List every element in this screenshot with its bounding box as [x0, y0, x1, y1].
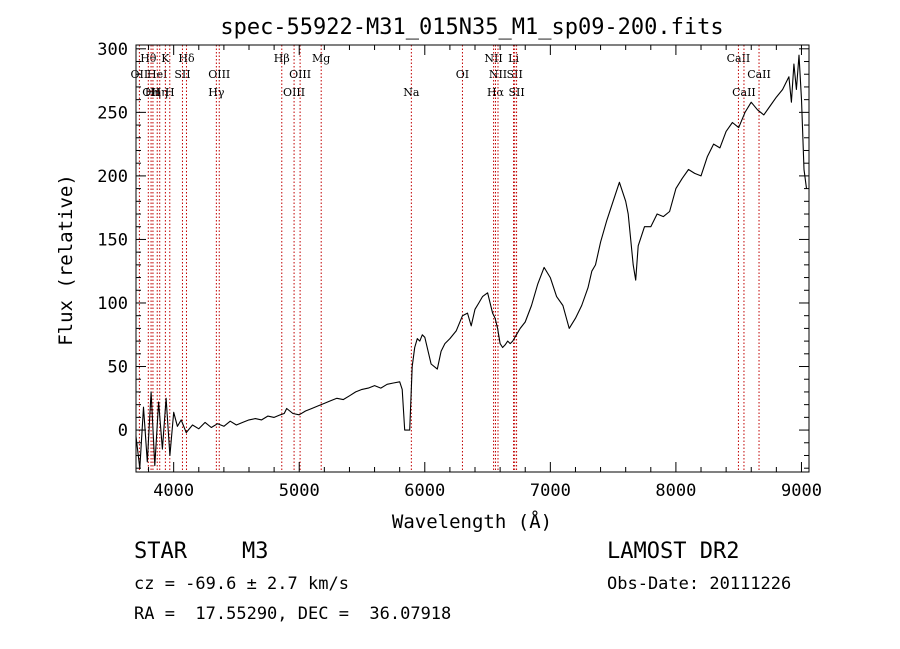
line-marker-label-13: OIII	[283, 86, 305, 99]
line-markers: OIIHθOIIHηHeIHηKHSIIHδHγOIIIHβOIIIOIIIMg…	[131, 45, 771, 472]
line-marker-label-8: SII	[174, 68, 190, 81]
x-axis-label: Wavelength (Å)	[392, 510, 552, 533]
line-marker-label-1: Hθ	[140, 52, 157, 65]
y-axis-label: Flux (relative)	[55, 174, 77, 346]
line-marker-label-26: CaII	[747, 68, 771, 81]
line-marker-label-9: Hδ	[178, 52, 195, 65]
line-marker-label-20: NII	[489, 68, 507, 81]
y-tick-label-1: 50	[108, 358, 128, 378]
object-class: STAR	[134, 539, 187, 564]
line-marker-label-17: OI	[456, 68, 469, 81]
line-marker-label-7: H	[165, 86, 175, 99]
y-tick-label-3: 150	[97, 230, 128, 250]
line-marker-label-14: OIII	[289, 68, 311, 81]
line-marker-label-11: OIII	[208, 68, 230, 81]
line-marker-label-10: Hγ	[208, 86, 225, 99]
line-marker-label-3: Hη	[145, 86, 161, 99]
line-marker-label-18: NII	[484, 52, 502, 65]
chart-title: spec-55922-M31_015N35_M1_sp09-200.fits	[220, 15, 723, 40]
x-tick-label-2: 6000	[404, 481, 445, 501]
plot-frame	[135, 44, 810, 473]
y-tick-label-0: 0	[118, 421, 128, 441]
line-marker-label-12: Hβ	[274, 52, 290, 65]
line-marker-label-24: CaII	[727, 52, 751, 65]
x-tick-label-0: 4000	[153, 481, 194, 501]
object-subclass: M3	[242, 539, 269, 564]
line-marker-label-16: Na	[403, 86, 420, 99]
x-tick-label-3: 7000	[530, 481, 571, 501]
line-marker-label-6: K	[161, 52, 170, 65]
obs-date: Obs-Date: 20111226	[607, 574, 792, 594]
line-marker-label-25: CaII	[732, 86, 756, 99]
spectrum-series	[135, 54, 808, 469]
line-marker-label-19: Hα	[487, 86, 505, 99]
line-marker-label-15: Mg	[312, 52, 330, 65]
survey-name: LAMOST DR2	[607, 539, 740, 564]
line-marker-label-5: Hη	[152, 86, 168, 99]
y-tick-label-5: 250	[97, 103, 128, 123]
y-tick-label-4: 200	[97, 167, 128, 187]
line-marker-label-4: HeI	[147, 68, 167, 81]
line-marker-label-22: SII	[507, 68, 523, 81]
y-tick-label-2: 100	[97, 294, 128, 314]
y-tick-label-6: 300	[97, 40, 128, 60]
spectrum-layer	[135, 54, 808, 469]
redshift-text: cz = -69.6 ± 2.7 km/s	[134, 574, 349, 594]
line-marker-label-23: SII	[508, 86, 524, 99]
x-tick-label-4: 8000	[655, 481, 696, 501]
line-marker-label-2: OII	[142, 86, 160, 99]
x-tick-label-5: 9000	[781, 481, 822, 501]
axis-ticks: 4000 5000 6000 7000 8000 9000 0 50 100 150 200 250 3…	[97, 40, 822, 501]
coordinates: RA = 17.55290, DEC = 36.07918	[134, 604, 452, 624]
line-marker-label-21: Li	[508, 52, 519, 65]
x-tick-label-1: 5000	[279, 481, 320, 501]
